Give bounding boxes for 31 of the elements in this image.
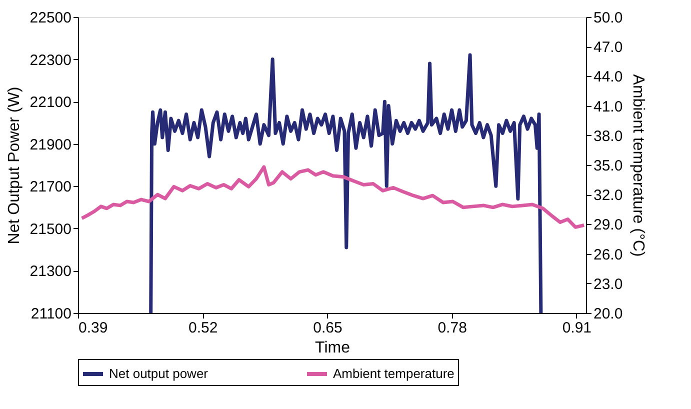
legend-label: Net output power <box>109 366 209 381</box>
y-axis-title: Net Output Power (W) <box>6 86 23 244</box>
y2-tick-label: 29.0 <box>594 216 623 234</box>
y-tick-label: 22500 <box>30 10 72 26</box>
y2-tick-label: 38.0 <box>594 128 623 145</box>
y2-tick-label: 26.0 <box>594 246 623 264</box>
x-tick-label: 0.52 <box>188 320 218 336</box>
x-tick-label: 0.78 <box>438 320 467 336</box>
y-tick-label: 21500 <box>30 220 72 238</box>
y2-tick-label: 32.0 <box>594 187 623 204</box>
y-tick-label: 21900 <box>30 136 72 154</box>
y-tick-label: 22100 <box>30 94 72 112</box>
y2-tick-label: 23.0 <box>594 276 623 293</box>
y-tick-label: 21300 <box>30 263 72 280</box>
x-tick-label: 0.39 <box>78 320 108 336</box>
y-tick-label: 22300 <box>30 52 72 69</box>
y2-axis-title: Ambient temperature (°C) <box>630 74 647 257</box>
legend-label: Ambient temperature <box>333 366 454 381</box>
y2-tick-label: 44.0 <box>594 68 623 86</box>
y2-tick-label: 20.0 <box>594 306 623 322</box>
line-series <box>149 53 543 315</box>
y2-tick-label: 41.0 <box>594 98 623 116</box>
x-axis-title: Time <box>315 340 350 356</box>
y2-tick-label: 47.0 <box>594 39 623 56</box>
y2-tick-label: 35.0 <box>594 158 623 174</box>
y-tick-label: 21100 <box>30 306 72 322</box>
x-tick-label: 0.65 <box>313 320 342 336</box>
y-tick-label: 21700 <box>30 178 72 196</box>
y2-tick-label: 50.0 <box>594 10 623 26</box>
line-series <box>80 165 586 229</box>
x-tick-label: 0.91 <box>562 320 592 336</box>
